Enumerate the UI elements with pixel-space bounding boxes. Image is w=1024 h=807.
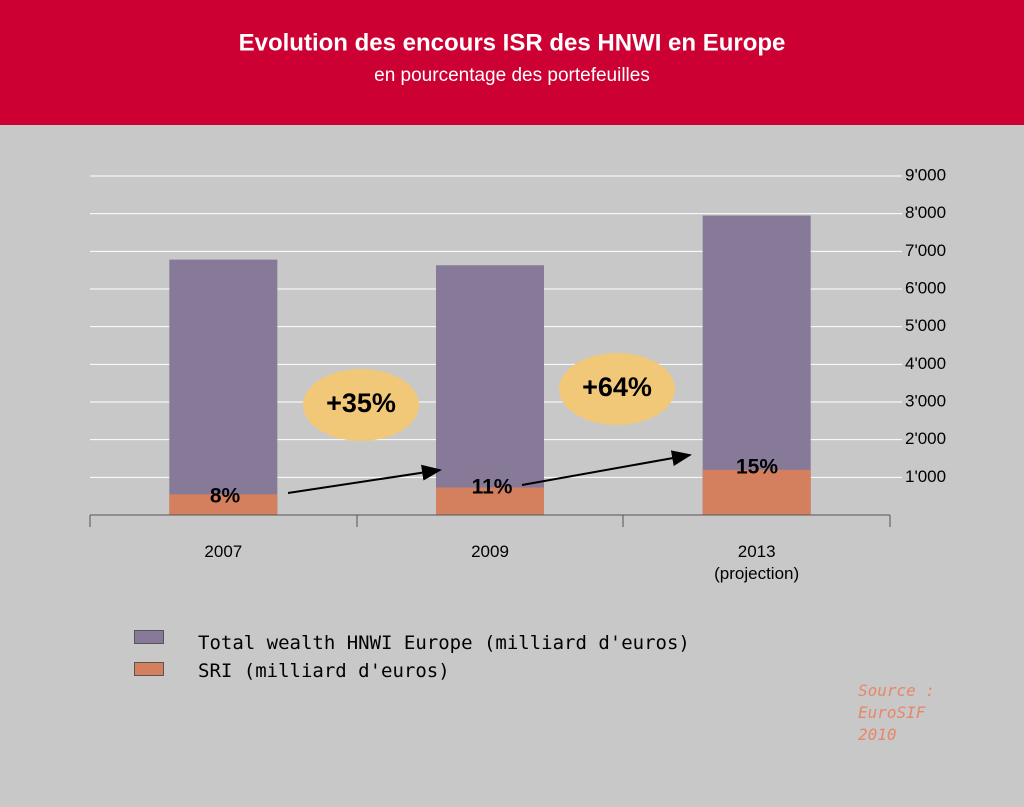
bar — [169, 494, 278, 515]
header-band — [0, 0, 1024, 125]
chart-subtitle: en pourcentage des portefeuilles — [374, 65, 650, 86]
legend-swatch — [134, 630, 164, 644]
arrow — [287, 464, 442, 494]
x-tick-label: 2007 — [204, 542, 243, 561]
y-tick-label: 5'000 — [905, 316, 946, 335]
badge — [559, 353, 675, 425]
y-tick-label: 2'000 — [905, 429, 946, 448]
legend-label: Total wealth HNWI Europe (milliard d'eur… — [198, 632, 690, 654]
y-tick-label: 3'000 — [905, 391, 946, 410]
badge — [303, 369, 419, 441]
x-tick-label: 2013 (projection) — [714, 542, 800, 583]
bar — [436, 487, 544, 515]
annotation: +35% — [326, 388, 396, 418]
x-tick-label: 2009 — [471, 542, 509, 561]
annotation: 15% — [736, 456, 778, 479]
annotation: +64% — [582, 372, 652, 402]
chart-title: Evolution des encours ISR des HNWI en Eu… — [239, 29, 786, 56]
legend-swatch — [134, 662, 164, 676]
y-tick-label: 9'000 — [905, 165, 946, 184]
bar — [436, 265, 544, 515]
annotation: 8% — [210, 485, 241, 508]
arrow — [521, 450, 692, 486]
bar — [169, 259, 278, 515]
annotations: 8% 11% 15% +35% +64% — [210, 372, 779, 507]
bars — [169, 215, 811, 516]
source: Source : EuroSIF 2010 — [858, 681, 936, 744]
y-tick-label: 8'000 — [905, 203, 946, 222]
y-tick-label: 4'000 — [905, 354, 946, 373]
bar — [702, 469, 811, 515]
legend-label: SRI (milliard d'euros) — [198, 660, 450, 682]
y-tick-label: 1'000 — [905, 467, 946, 486]
y-tick-label: 6'000 — [905, 278, 946, 297]
y-tick-label: 7'000 — [905, 241, 946, 260]
bar — [702, 215, 811, 516]
annotation: 11% — [472, 476, 513, 499]
